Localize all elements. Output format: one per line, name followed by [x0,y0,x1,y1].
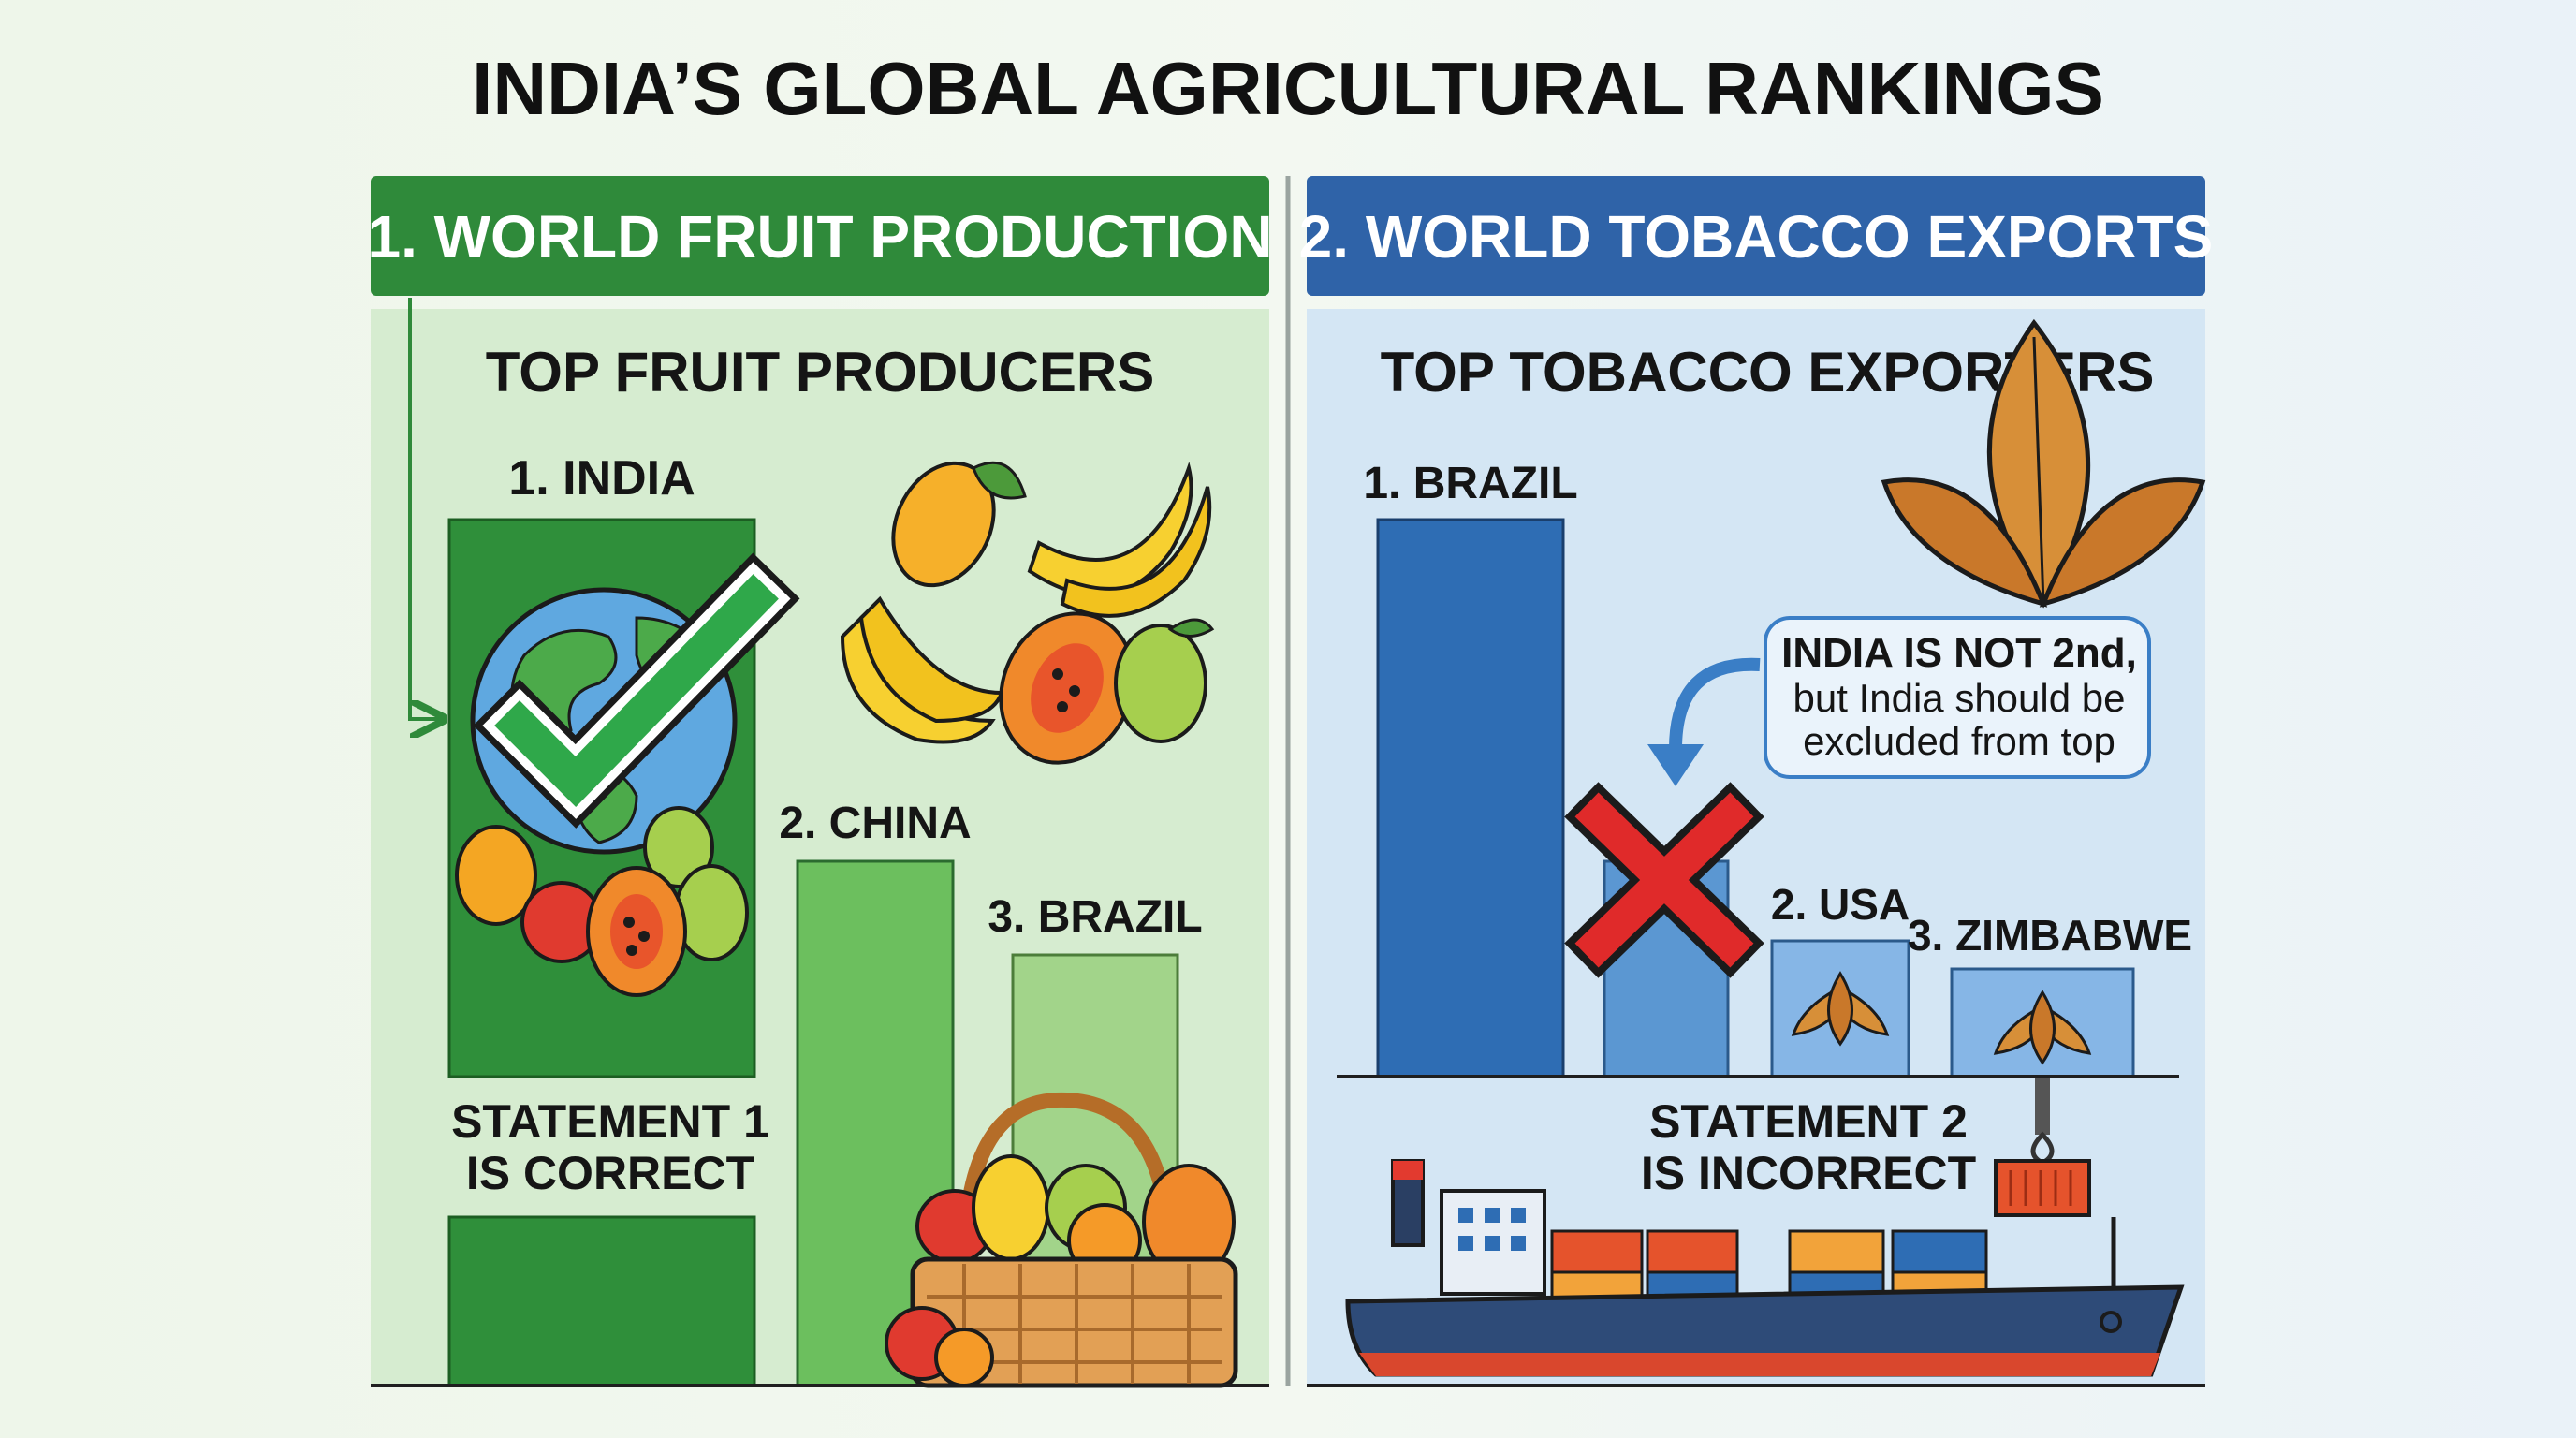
bar-brazil-tobacco [1376,518,1565,1078]
cargo-ship-icon [1345,1159,2185,1377]
guava-icon [674,864,749,961]
note-line-3: excluded from top [1803,719,2115,763]
rank-label-brazil-fruit: 3. BRAZIL [988,892,1202,942]
rank-label-usa: 2. USA [1771,880,1910,929]
statement-2-line-2: IS INCORRECT [1641,1147,1976,1199]
tobacco-panel-title: 2. WORLD TOBACCO EXPORTS [1299,203,2214,271]
page-title: INDIA’S GLOBAL AGRICULTURAL RANKINGS [472,47,2104,130]
tobacco-exports-panel: 2. WORLD TOBACCO EXPORTS TOP TOBACCO EXP… [1299,176,2214,1387]
guava-icon [1114,618,1215,743]
guava-icon [643,806,714,888]
statement-1-line-1: STATEMENT 1 [451,1095,769,1148]
rank-label-india: 1. INDIA [508,451,695,506]
mango-icon [891,461,1027,588]
check-icon [473,552,800,829]
bar-india-bottom [447,1215,756,1387]
arrow-icon [1647,657,1761,786]
mango-icon [455,825,537,926]
connector-arrow [408,298,440,719]
fruit-panel-title: 1. WORLD FRUIT PRODUCTION [367,203,1272,271]
banana-icon [1027,462,1212,618]
rank-label-brazil-tobacco: 1. BRAZIL [1363,459,1577,508]
tobacco-leaf-icon [1791,971,1890,1047]
statement-1-line-2: IS CORRECT [466,1147,754,1199]
note-line-1: INDIA IS NOT 2nd, [1781,630,2137,676]
tobacco-leaf-icon [1881,318,2206,609]
container-icon [1994,1078,2091,1217]
fruit-production-panel: 1. WORLD FRUIT PRODUCTION TOP FRUIT PROD… [367,176,1273,1388]
banana-icon [840,595,1004,744]
cross-icon [1564,782,1764,978]
tobacco-leaf-icon [1993,990,2092,1065]
fruit-illustrations [840,461,1215,765]
tobacco-panel-header [1307,176,2205,296]
note-callout [1764,616,2151,779]
statement-2-line-1: STATEMENT 2 [1649,1095,1968,1148]
fruit-basket-icon [885,1092,1238,1388]
rank-label-zimbabwe: 3. ZIMBABWE [1908,911,2192,960]
note-line-2: but India should be [1793,676,2126,720]
globe-fruit-cluster [455,806,749,997]
rank-label-china: 2. CHINA [779,799,971,848]
fruit-panel-header [371,176,1269,296]
fruit-chart-subtitle: TOP FRUIT PRODUCERS [486,341,1155,404]
papaya-icon [999,611,1135,765]
